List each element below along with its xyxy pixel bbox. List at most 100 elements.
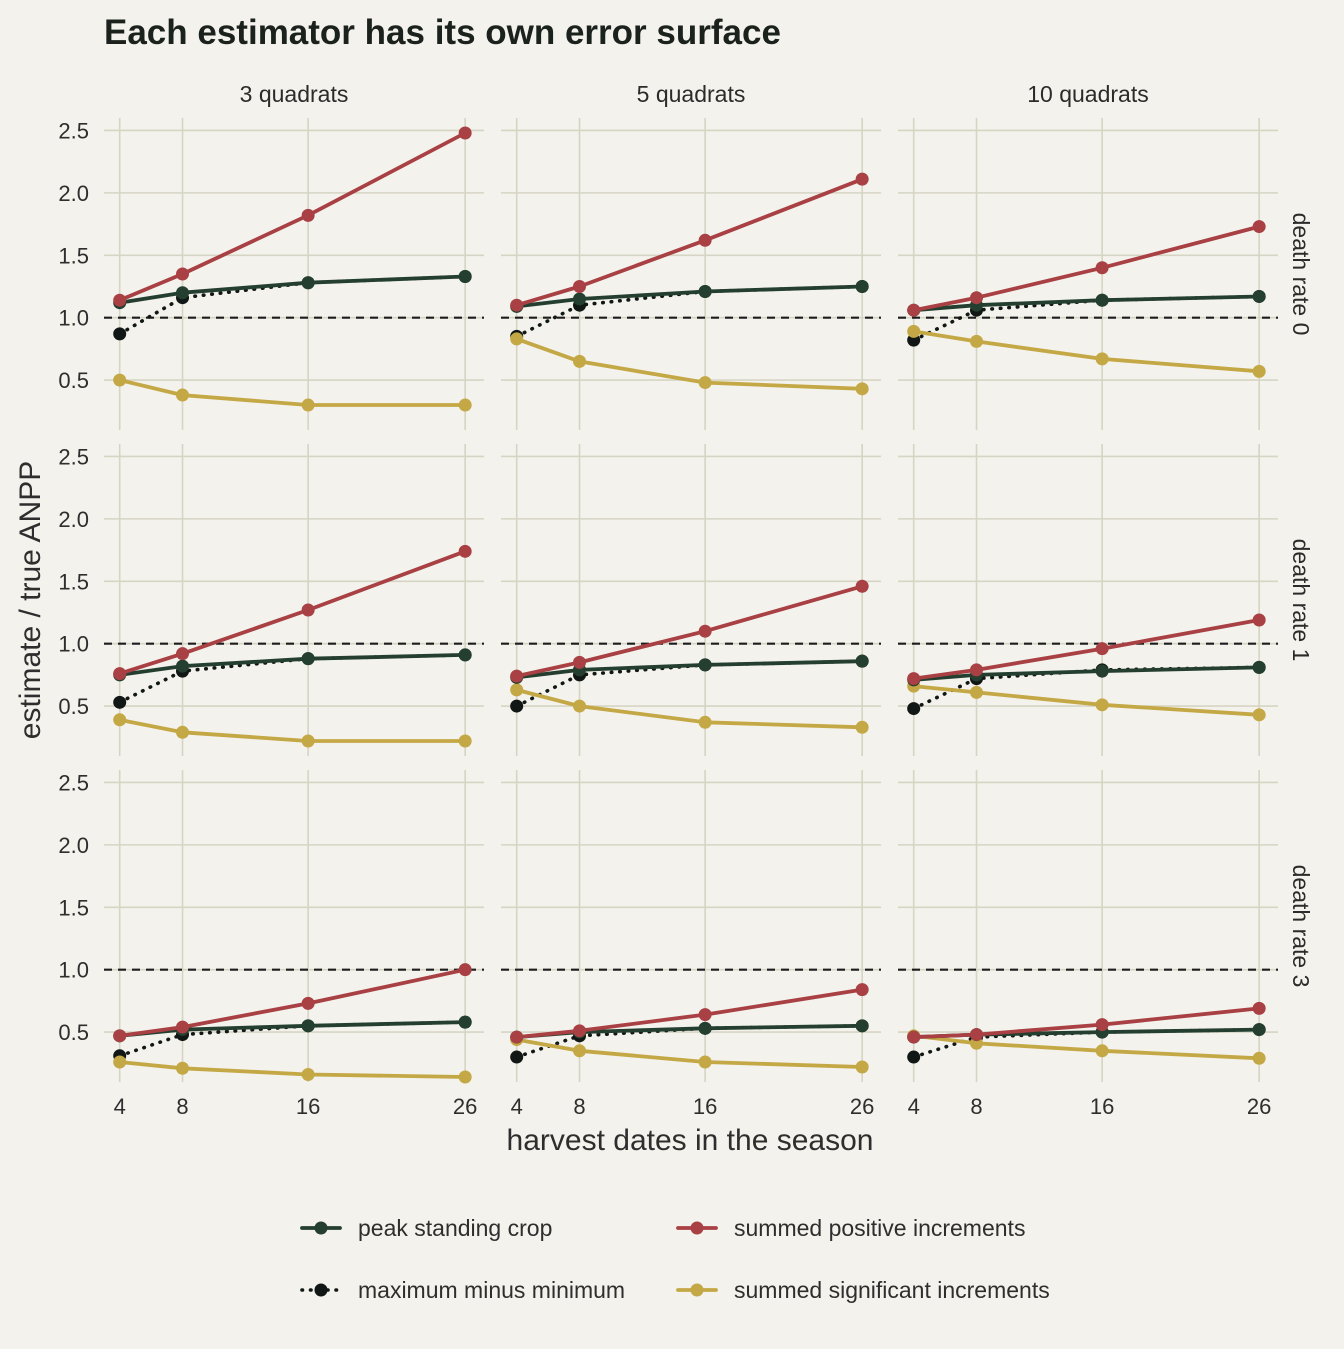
data-point-summed-positive-increments xyxy=(970,1028,984,1042)
series-line-peak-standing-crop xyxy=(911,294,1262,313)
series-line-summed-significant-increments xyxy=(117,1060,468,1079)
series-line-summed-significant-increments xyxy=(514,687,865,730)
x-tick-label: 4 xyxy=(114,1094,126,1119)
data-point-summed-positive-increments xyxy=(301,996,315,1010)
y-axis-title: estimate / true ANPP xyxy=(14,461,47,739)
legend-label-summed-significant-increments: summed significant increments xyxy=(734,1277,1050,1303)
series-line-maximum-minus-minimum xyxy=(117,653,468,705)
x-tick-label: 16 xyxy=(1090,1094,1114,1119)
data-point-summed-significant-increments xyxy=(970,334,984,348)
series-line-summed-positive-increments xyxy=(514,177,865,308)
data-point-summed-significant-increments xyxy=(698,715,712,729)
data-point-peak-standing-crop xyxy=(301,276,315,290)
data-point-peak-standing-crop xyxy=(698,284,712,298)
series-line-summed-significant-increments xyxy=(514,1037,865,1069)
series-line-maximum-minus-minimum xyxy=(117,274,468,336)
data-point-maximum-minus-minimum xyxy=(907,1050,921,1064)
data-point-summed-positive-increments xyxy=(907,1030,921,1044)
panels-group xyxy=(104,118,1278,1084)
series-line-peak-standing-crop xyxy=(514,284,865,309)
data-point-summed-significant-increments xyxy=(573,1044,587,1058)
data-point-summed-positive-increments xyxy=(1095,261,1109,275)
data-point-peak-standing-crop xyxy=(176,659,190,673)
data-point-summed-positive-increments xyxy=(855,983,869,997)
series-line-summed-significant-increments xyxy=(117,717,468,743)
series-line-maximum-minus-minimum xyxy=(514,284,865,339)
data-point-summed-significant-increments xyxy=(1095,352,1109,366)
data-point-summed-positive-increments xyxy=(1095,1018,1109,1032)
data-point-peak-standing-crop xyxy=(698,1021,712,1035)
legend-label-summed-positive-increments: summed positive increments xyxy=(734,1215,1025,1241)
y-tick-label: 0.5 xyxy=(58,368,89,393)
data-point-summed-positive-increments xyxy=(698,233,712,247)
data-point-summed-significant-increments xyxy=(510,332,524,346)
data-point-summed-significant-increments xyxy=(573,354,587,368)
data-point-summed-positive-increments xyxy=(510,298,524,312)
panel-death-rate-1-3-quadrats xyxy=(104,444,484,756)
data-point-summed-positive-increments xyxy=(176,267,190,281)
data-point-summed-significant-increments xyxy=(176,1061,190,1075)
data-point-peak-standing-crop xyxy=(1252,1023,1266,1037)
y-tick-label: 1.5 xyxy=(58,243,89,268)
data-point-summed-significant-increments xyxy=(458,398,472,412)
x-tick-label: 4 xyxy=(511,1094,523,1119)
data-point-summed-significant-increments xyxy=(855,720,869,734)
panel-death-rate-0-3-quadrats xyxy=(104,118,484,430)
data-point-peak-standing-crop xyxy=(573,292,587,306)
series-line-maximum-minus-minimum xyxy=(514,659,865,708)
strip-label-death-rate-0: death rate 0 xyxy=(1288,213,1314,336)
data-point-peak-standing-crop xyxy=(458,269,472,283)
data-point-summed-significant-increments xyxy=(113,1055,127,1069)
data-point-summed-significant-increments xyxy=(301,1068,315,1082)
chart-title: Each estimator has its own error surface xyxy=(104,13,781,52)
data-point-summed-positive-increments xyxy=(176,647,190,661)
data-point-peak-standing-crop xyxy=(301,652,315,666)
data-point-summed-positive-increments xyxy=(855,579,869,593)
legend-marker-summed-positive-increments xyxy=(690,1221,704,1235)
data-point-summed-significant-increments xyxy=(113,713,127,727)
y-tick-label: 0.5 xyxy=(58,1020,89,1045)
data-point-maximum-minus-minimum xyxy=(113,695,127,709)
y-tick-label: 1.0 xyxy=(58,958,89,983)
data-point-summed-positive-increments xyxy=(301,603,315,617)
strip-label-death-rate-3: death rate 3 xyxy=(1288,865,1314,988)
legend-item-summed-positive-increments: summed positive increments xyxy=(676,1215,1025,1241)
x-tick-label: 26 xyxy=(1247,1094,1271,1119)
series-line-summed-significant-increments xyxy=(911,1033,1262,1061)
data-point-summed-positive-increments xyxy=(907,303,921,317)
data-point-summed-significant-increments xyxy=(1252,1051,1266,1065)
x-tick-label: 16 xyxy=(693,1094,717,1119)
data-point-peak-standing-crop xyxy=(855,654,869,668)
data-point-peak-standing-crop xyxy=(458,1015,472,1029)
y-tick-label: 1.0 xyxy=(58,306,89,331)
x-tick-label: 8 xyxy=(176,1094,188,1119)
series-line-peak-standing-crop xyxy=(117,274,468,305)
data-point-summed-positive-increments xyxy=(1252,220,1266,234)
data-point-maximum-minus-minimum xyxy=(510,1050,524,1064)
data-point-maximum-minus-minimum xyxy=(907,702,921,716)
data-point-summed-positive-increments xyxy=(698,624,712,638)
data-point-summed-significant-increments xyxy=(698,1055,712,1069)
data-point-summed-positive-increments xyxy=(698,1008,712,1022)
y-tick-label: 2.5 xyxy=(58,770,89,795)
legend-label-maximum-minus-minimum: maximum minus minimum xyxy=(358,1277,625,1303)
series-line-summed-positive-increments xyxy=(117,131,468,303)
x-tick-label: 16 xyxy=(296,1094,320,1119)
legend-item-peak-standing-crop: peak standing crop xyxy=(300,1215,552,1241)
legend: peak standing crop summed positive increm… xyxy=(300,1215,1050,1303)
legend-label-peak-standing-crop: peak standing crop xyxy=(358,1215,552,1241)
data-point-summed-positive-increments xyxy=(1095,642,1109,656)
strip-label-3-quadrats: 3 quadrats xyxy=(240,81,349,107)
y-tick-label: 1.0 xyxy=(58,632,89,657)
x-tick-label: 4 xyxy=(908,1094,920,1119)
data-point-peak-standing-crop xyxy=(1252,289,1266,303)
data-point-peak-standing-crop xyxy=(855,1019,869,1033)
series-line-summed-positive-increments xyxy=(911,224,1262,313)
data-point-summed-positive-increments xyxy=(510,669,524,683)
data-point-summed-significant-increments xyxy=(698,376,712,390)
panel-death-rate-1-10-quadrats xyxy=(898,444,1278,756)
series-line-peak-standing-crop xyxy=(514,659,865,680)
data-point-summed-significant-increments xyxy=(176,725,190,739)
strip-label-10-quadrats: 10 quadrats xyxy=(1027,81,1148,107)
data-point-peak-standing-crop xyxy=(301,1019,315,1033)
